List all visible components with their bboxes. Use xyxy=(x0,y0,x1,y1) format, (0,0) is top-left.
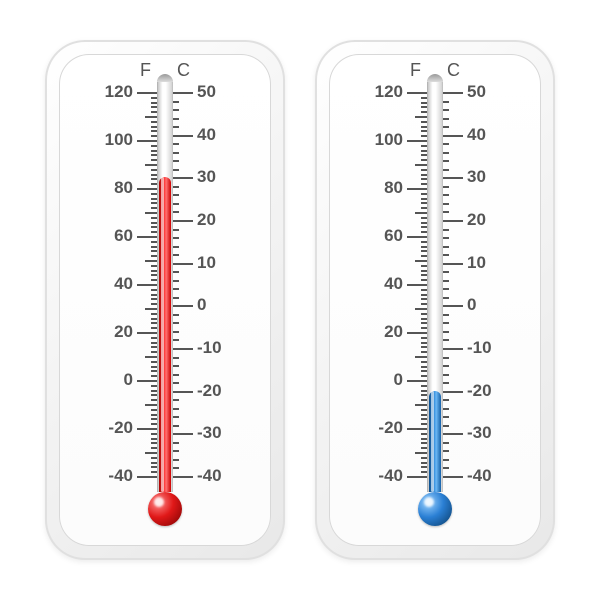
tick-label: 40 xyxy=(114,274,133,294)
tick-label: 100 xyxy=(375,130,403,150)
tick-label: 0 xyxy=(467,295,476,315)
thermometer-bulb xyxy=(148,492,182,526)
tick-label: -20 xyxy=(197,381,222,401)
fahrenheit-label: F xyxy=(410,60,421,81)
tick-label: 0 xyxy=(197,295,206,315)
tick-label: -30 xyxy=(467,423,492,443)
right-scale: 50403020100-10-20-30-40 xyxy=(435,92,493,476)
thermometer-bulb xyxy=(418,492,452,526)
tick-label: 40 xyxy=(467,125,486,145)
tick-label: 60 xyxy=(114,226,133,246)
fahrenheit-label: F xyxy=(140,60,151,81)
tick-label: -40 xyxy=(108,466,133,486)
tick-label: 30 xyxy=(467,167,486,187)
tick-label: 40 xyxy=(197,125,216,145)
thermometer-cold: FC120100806040200-20-4050403020100-10-20… xyxy=(315,40,555,560)
tick-label: 80 xyxy=(114,178,133,198)
tick-label: 80 xyxy=(384,178,403,198)
celsius-label: C xyxy=(447,60,460,81)
tick-label: 10 xyxy=(467,253,486,273)
tick-label: -30 xyxy=(197,423,222,443)
tick-label: 0 xyxy=(394,370,403,390)
tick-label: 20 xyxy=(384,322,403,342)
tick-label: 120 xyxy=(375,82,403,102)
tick-label: -10 xyxy=(197,338,222,358)
tick-label: 20 xyxy=(114,322,133,342)
tick-label: 120 xyxy=(105,82,133,102)
tick-label: 20 xyxy=(197,210,216,230)
thermometer-tube xyxy=(157,74,173,492)
tick-label: 30 xyxy=(197,167,216,187)
tick-label: 10 xyxy=(197,253,216,273)
tick-label: 0 xyxy=(124,370,133,390)
tick-label: -40 xyxy=(197,466,222,486)
fluid-column xyxy=(159,177,171,492)
celsius-label: C xyxy=(177,60,190,81)
tick-label: -20 xyxy=(467,381,492,401)
tick-label: 20 xyxy=(467,210,486,230)
tick-label: -20 xyxy=(108,418,133,438)
tick-label: -40 xyxy=(467,466,492,486)
fluid-column xyxy=(429,391,441,492)
tick-label: 40 xyxy=(384,274,403,294)
thermometer-tube xyxy=(427,74,443,492)
tick-label: -20 xyxy=(378,418,403,438)
thermometer-hot: FC120100806040200-20-4050403020100-10-20… xyxy=(45,40,285,560)
tick-label: 50 xyxy=(197,82,216,102)
tick-label: 60 xyxy=(384,226,403,246)
tick-label: -10 xyxy=(467,338,492,358)
tick-label: 100 xyxy=(105,130,133,150)
tick-label: 50 xyxy=(467,82,486,102)
right-scale: 50403020100-10-20-30-40 xyxy=(165,92,223,476)
tick-label: -40 xyxy=(378,466,403,486)
thermometer-pair: FC120100806040200-20-4050403020100-10-20… xyxy=(45,40,555,560)
